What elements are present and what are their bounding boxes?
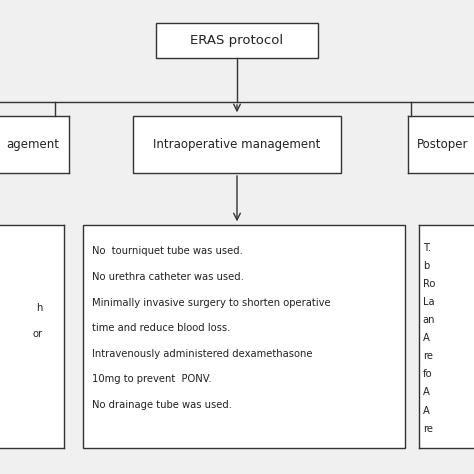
Text: Ro: Ro: [423, 279, 435, 289]
Bar: [0, 116, 69, 173]
Text: an: an: [423, 315, 435, 325]
Bar: [408, 116, 474, 173]
Text: T.: T.: [423, 243, 431, 253]
Text: No  tourniquet tube was used.: No tourniquet tube was used.: [92, 246, 243, 256]
Text: or: or: [33, 329, 43, 339]
Text: agement: agement: [6, 138, 59, 151]
Text: re: re: [423, 424, 433, 434]
Text: No drainage tube was used.: No drainage tube was used.: [92, 400, 232, 410]
Text: No urethra catheter was used.: No urethra catheter was used.: [92, 272, 244, 282]
Text: b: b: [423, 261, 429, 271]
Bar: [419, 225, 474, 448]
Text: La: La: [423, 297, 435, 307]
Text: A: A: [423, 333, 430, 343]
Text: A: A: [423, 387, 430, 398]
Bar: [0, 225, 64, 448]
Text: Intraoperative management: Intraoperative management: [153, 138, 321, 151]
Bar: [156, 23, 318, 58]
Text: Postoper: Postoper: [417, 138, 469, 151]
Text: Intravenously administered dexamethasone: Intravenously administered dexamethasone: [92, 349, 313, 359]
Text: fo: fo: [423, 369, 432, 379]
Text: 10mg to prevent  PONV.: 10mg to prevent PONV.: [92, 374, 212, 384]
Text: h: h: [36, 303, 43, 313]
Bar: [133, 116, 341, 173]
Text: A: A: [423, 406, 430, 416]
Text: time and reduce blood loss.: time and reduce blood loss.: [92, 323, 231, 333]
Text: re: re: [423, 351, 433, 361]
Text: ERAS protocol: ERAS protocol: [191, 34, 283, 47]
Bar: [83, 225, 405, 448]
Text: Minimally invasive surgery to shorten operative: Minimally invasive surgery to shorten op…: [92, 298, 331, 308]
